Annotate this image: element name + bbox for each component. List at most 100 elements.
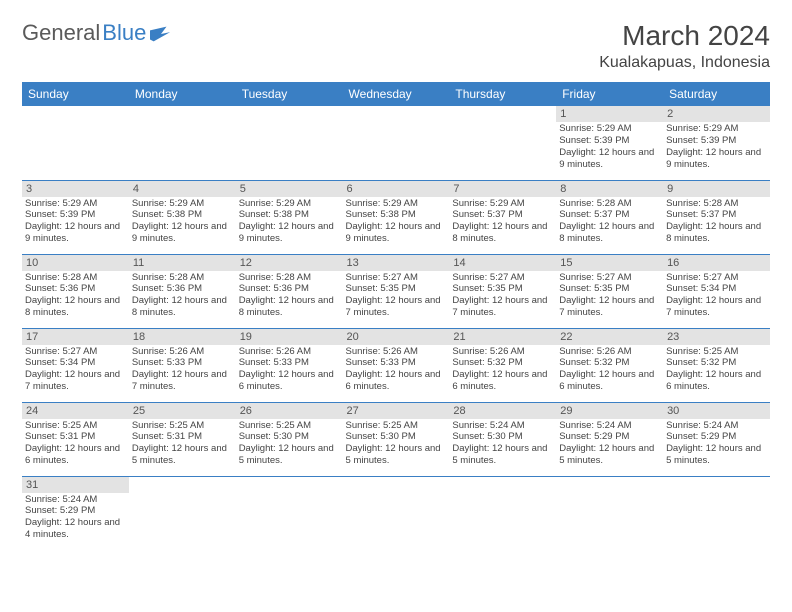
day-content: Sunrise: 5:28 AMSunset: 5:36 PMDaylight:…	[129, 271, 236, 322]
day-number: 6	[343, 181, 450, 197]
location: Kualakapuas, Indonesia	[599, 54, 770, 72]
day-cell: 3Sunrise: 5:29 AMSunset: 5:39 PMDaylight…	[22, 180, 129, 254]
day-content: Sunrise: 5:24 AMSunset: 5:30 PMDaylight:…	[449, 419, 556, 470]
empty-cell	[343, 106, 450, 180]
day-number: 26	[236, 403, 343, 419]
day-cell: 25Sunrise: 5:25 AMSunset: 5:31 PMDayligh…	[129, 402, 236, 476]
day-cell: 12Sunrise: 5:28 AMSunset: 5:36 PMDayligh…	[236, 254, 343, 328]
day-content: Sunrise: 5:25 AMSunset: 5:30 PMDaylight:…	[236, 419, 343, 470]
calendar-row: 1Sunrise: 5:29 AMSunset: 5:39 PMDaylight…	[22, 106, 770, 180]
day-number: 29	[556, 403, 663, 419]
calendar-row: 31Sunrise: 5:24 AMSunset: 5:29 PMDayligh…	[22, 476, 770, 550]
day-content: Sunrise: 5:25 AMSunset: 5:30 PMDaylight:…	[343, 419, 450, 470]
day-number: 23	[663, 329, 770, 345]
calendar-row: 24Sunrise: 5:25 AMSunset: 5:31 PMDayligh…	[22, 402, 770, 476]
day-number: 2	[663, 106, 770, 122]
day-number: 8	[556, 181, 663, 197]
day-cell: 23Sunrise: 5:25 AMSunset: 5:32 PMDayligh…	[663, 328, 770, 402]
day-content: Sunrise: 5:28 AMSunset: 5:36 PMDaylight:…	[236, 271, 343, 322]
day-content: Sunrise: 5:26 AMSunset: 5:33 PMDaylight:…	[129, 345, 236, 396]
empty-cell	[556, 476, 663, 550]
weekday-header: Tuesday	[236, 82, 343, 106]
day-cell: 19Sunrise: 5:26 AMSunset: 5:33 PMDayligh…	[236, 328, 343, 402]
day-content: Sunrise: 5:29 AMSunset: 5:38 PMDaylight:…	[236, 197, 343, 248]
day-cell: 13Sunrise: 5:27 AMSunset: 5:35 PMDayligh…	[343, 254, 450, 328]
day-cell: 7Sunrise: 5:29 AMSunset: 5:37 PMDaylight…	[449, 180, 556, 254]
day-number: 18	[129, 329, 236, 345]
day-content: Sunrise: 5:24 AMSunset: 5:29 PMDaylight:…	[663, 419, 770, 470]
day-number: 11	[129, 255, 236, 271]
day-content: Sunrise: 5:25 AMSunset: 5:31 PMDaylight:…	[22, 419, 129, 470]
header: GeneralBlue March 2024 Kualakapuas, Indo…	[22, 20, 770, 72]
day-cell: 30Sunrise: 5:24 AMSunset: 5:29 PMDayligh…	[663, 402, 770, 476]
weekday-row: SundayMondayTuesdayWednesdayThursdayFrid…	[22, 82, 770, 106]
empty-cell	[449, 106, 556, 180]
weekday-header: Monday	[129, 82, 236, 106]
day-content: Sunrise: 5:24 AMSunset: 5:29 PMDaylight:…	[22, 493, 129, 544]
day-content: Sunrise: 5:24 AMSunset: 5:29 PMDaylight:…	[556, 419, 663, 470]
day-content: Sunrise: 5:25 AMSunset: 5:31 PMDaylight:…	[129, 419, 236, 470]
day-content: Sunrise: 5:29 AMSunset: 5:39 PMDaylight:…	[22, 197, 129, 248]
day-cell: 20Sunrise: 5:26 AMSunset: 5:33 PMDayligh…	[343, 328, 450, 402]
day-content: Sunrise: 5:25 AMSunset: 5:32 PMDaylight:…	[663, 345, 770, 396]
empty-cell	[22, 106, 129, 180]
day-number: 7	[449, 181, 556, 197]
day-number: 12	[236, 255, 343, 271]
day-number: 14	[449, 255, 556, 271]
empty-cell	[129, 106, 236, 180]
weekday-header: Thursday	[449, 82, 556, 106]
calendar-row: 10Sunrise: 5:28 AMSunset: 5:36 PMDayligh…	[22, 254, 770, 328]
day-cell: 5Sunrise: 5:29 AMSunset: 5:38 PMDaylight…	[236, 180, 343, 254]
calendar-table: SundayMondayTuesdayWednesdayThursdayFrid…	[22, 82, 770, 550]
day-number: 31	[22, 477, 129, 493]
day-content: Sunrise: 5:26 AMSunset: 5:32 PMDaylight:…	[449, 345, 556, 396]
day-cell: 11Sunrise: 5:28 AMSunset: 5:36 PMDayligh…	[129, 254, 236, 328]
logo-word1: General	[22, 20, 100, 46]
day-content: Sunrise: 5:28 AMSunset: 5:37 PMDaylight:…	[663, 197, 770, 248]
day-cell: 31Sunrise: 5:24 AMSunset: 5:29 PMDayligh…	[22, 476, 129, 550]
day-content: Sunrise: 5:27 AMSunset: 5:35 PMDaylight:…	[556, 271, 663, 322]
day-content: Sunrise: 5:26 AMSunset: 5:33 PMDaylight:…	[343, 345, 450, 396]
day-cell: 27Sunrise: 5:25 AMSunset: 5:30 PMDayligh…	[343, 402, 450, 476]
day-number: 13	[343, 255, 450, 271]
day-cell: 9Sunrise: 5:28 AMSunset: 5:37 PMDaylight…	[663, 180, 770, 254]
empty-cell	[236, 106, 343, 180]
empty-cell	[343, 476, 450, 550]
day-cell: 14Sunrise: 5:27 AMSunset: 5:35 PMDayligh…	[449, 254, 556, 328]
day-number: 16	[663, 255, 770, 271]
day-number: 21	[449, 329, 556, 345]
day-content: Sunrise: 5:27 AMSunset: 5:34 PMDaylight:…	[663, 271, 770, 322]
day-cell: 15Sunrise: 5:27 AMSunset: 5:35 PMDayligh…	[556, 254, 663, 328]
day-content: Sunrise: 5:29 AMSunset: 5:38 PMDaylight:…	[343, 197, 450, 248]
day-cell: 10Sunrise: 5:28 AMSunset: 5:36 PMDayligh…	[22, 254, 129, 328]
day-number: 17	[22, 329, 129, 345]
flag-icon	[150, 26, 172, 42]
day-content: Sunrise: 5:27 AMSunset: 5:34 PMDaylight:…	[22, 345, 129, 396]
day-content: Sunrise: 5:29 AMSunset: 5:39 PMDaylight:…	[556, 122, 663, 173]
title-block: March 2024 Kualakapuas, Indonesia	[599, 20, 770, 72]
empty-cell	[129, 476, 236, 550]
month-title: March 2024	[599, 20, 770, 52]
day-content: Sunrise: 5:29 AMSunset: 5:38 PMDaylight:…	[129, 197, 236, 248]
day-cell: 17Sunrise: 5:27 AMSunset: 5:34 PMDayligh…	[22, 328, 129, 402]
day-number: 4	[129, 181, 236, 197]
day-content: Sunrise: 5:26 AMSunset: 5:32 PMDaylight:…	[556, 345, 663, 396]
day-number: 28	[449, 403, 556, 419]
logo: GeneralBlue	[22, 20, 172, 46]
day-number: 3	[22, 181, 129, 197]
day-content: Sunrise: 5:29 AMSunset: 5:37 PMDaylight:…	[449, 197, 556, 248]
day-content: Sunrise: 5:27 AMSunset: 5:35 PMDaylight:…	[343, 271, 450, 322]
day-number: 20	[343, 329, 450, 345]
logo-word2: Blue	[102, 20, 146, 46]
day-cell: 18Sunrise: 5:26 AMSunset: 5:33 PMDayligh…	[129, 328, 236, 402]
day-number: 22	[556, 329, 663, 345]
day-number: 9	[663, 181, 770, 197]
day-cell: 4Sunrise: 5:29 AMSunset: 5:38 PMDaylight…	[129, 180, 236, 254]
day-cell: 24Sunrise: 5:25 AMSunset: 5:31 PMDayligh…	[22, 402, 129, 476]
day-number: 15	[556, 255, 663, 271]
day-number: 5	[236, 181, 343, 197]
day-cell: 8Sunrise: 5:28 AMSunset: 5:37 PMDaylight…	[556, 180, 663, 254]
day-number: 27	[343, 403, 450, 419]
day-cell: 26Sunrise: 5:25 AMSunset: 5:30 PMDayligh…	[236, 402, 343, 476]
day-cell: 2Sunrise: 5:29 AMSunset: 5:39 PMDaylight…	[663, 106, 770, 180]
